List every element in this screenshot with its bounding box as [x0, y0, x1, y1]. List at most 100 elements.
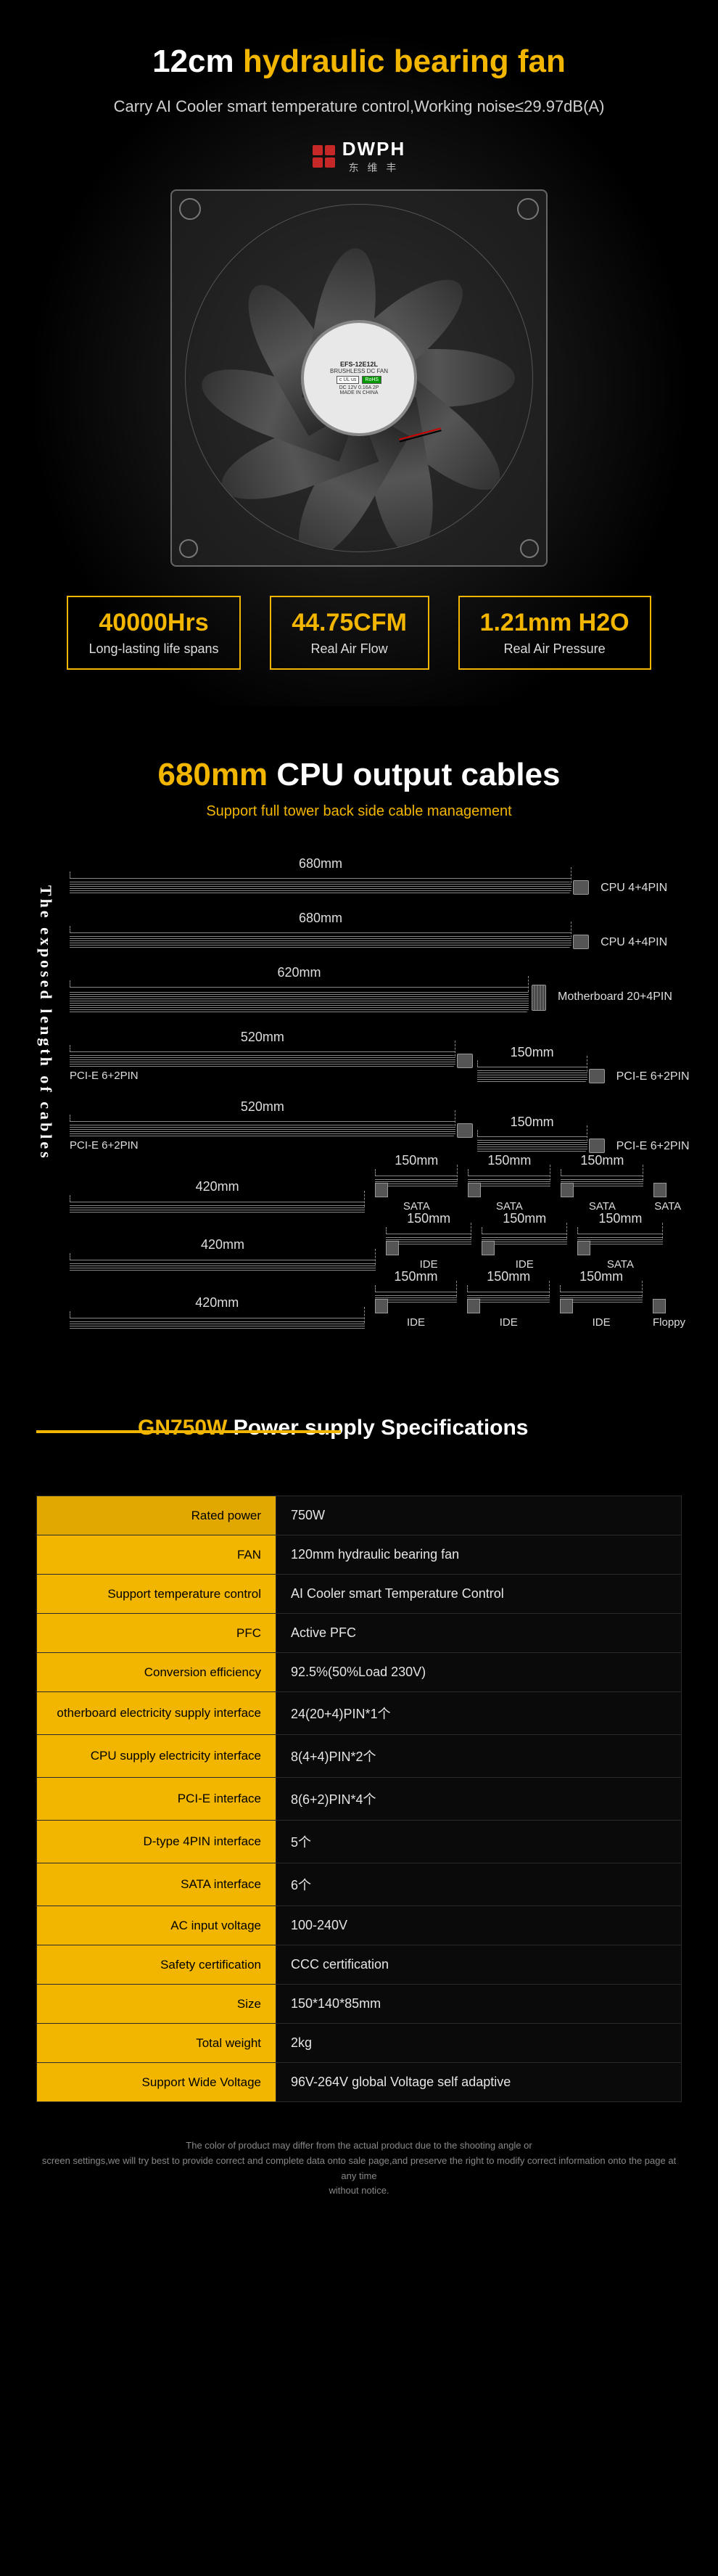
spec-key: Total weight: [37, 2024, 276, 2063]
cable-row: 420mm 150mm IDE 150mm IDE 150mm SATA: [70, 1227, 682, 1271]
spec-value: 96V-264V global Voltage self adaptive: [276, 2063, 682, 2102]
connector-icon: [386, 1241, 399, 1255]
disclaimer: The color of product may differ from the…: [36, 2138, 682, 2199]
spec-row: FAN120mm hydraulic bearing fan: [37, 1535, 682, 1575]
spec-key: Size: [37, 1985, 276, 2024]
connector-icon: [589, 1069, 605, 1083]
connector-icon: [560, 1299, 573, 1313]
spec-row: Safety certificationCCC certification: [37, 1945, 682, 1985]
fan-hub-label: EFS-12E12L BRUSHLESS DC FAN c UL us RoHS…: [301, 320, 417, 436]
spec-key: AC input voltage: [37, 1906, 276, 1945]
stat-value: 44.75CFM: [292, 609, 408, 637]
spec-key: SATA interface: [37, 1863, 276, 1906]
stat-label: Real Air Pressure: [480, 641, 630, 657]
spec-row: AC input voltage100-240V: [37, 1906, 682, 1945]
logo-cn: 东 维 丰: [342, 160, 405, 175]
spec-table: Rated power750WFAN120mm hydraulic bearin…: [36, 1496, 682, 2102]
connector-icon: [653, 1299, 666, 1313]
cable-length: 680mm: [70, 911, 571, 926]
spec-row: Support Wide Voltage96V-264V global Volt…: [37, 2063, 682, 2102]
spec-row: D-type 4PIN interface5个: [37, 1821, 682, 1863]
connector-icon: [468, 1183, 481, 1197]
spec-row: otherboard electricity supply interface2…: [37, 1692, 682, 1735]
fan-subtitle: Carry AI Cooler smart temperature contro…: [29, 97, 689, 116]
title-product: hydraulic bearing fan: [243, 44, 566, 79]
connector-label: CPU 4+4PIN: [601, 936, 667, 949]
spec-key: PFC: [37, 1614, 276, 1653]
cable-length: 620mm: [70, 965, 529, 980]
stat-box: 1.21mm H2O Real Air Pressure: [458, 596, 651, 670]
connector-icon: [573, 935, 589, 949]
spec-row: Total weight2kg: [37, 2024, 682, 2063]
connector-icon: [457, 1123, 473, 1138]
spec-value: 100-240V: [276, 1906, 682, 1945]
connector-icon: [457, 1054, 473, 1068]
spec-row: Conversion efficiency92.5%(50%Load 230V): [37, 1653, 682, 1692]
connector-icon: [467, 1299, 480, 1313]
stat-value: 40000Hrs: [88, 609, 218, 637]
stat-label: Long-lasting life spans: [88, 641, 218, 657]
cable-row: 420mm 150mm SATA 150mm SATA 150mm SATA S…: [70, 1169, 682, 1213]
title-size: 12cm: [152, 44, 234, 79]
cable-length: 680mm: [70, 856, 571, 871]
spec-value: CCC certification: [276, 1945, 682, 1985]
spec-value: 750W: [276, 1496, 682, 1535]
spec-value: AI Cooler smart Temperature Control: [276, 1575, 682, 1614]
spec-value: 120mm hydraulic bearing fan: [276, 1535, 682, 1575]
spec-value: 5个: [276, 1821, 682, 1863]
cable-row: 520mm PCI-E 6+2PIN 150mm PCI-E 6+2PIN: [70, 1030, 682, 1082]
spec-key: D-type 4PIN interface: [37, 1821, 276, 1863]
spec-key: Support temperature control: [37, 1575, 276, 1614]
spec-value: 8(4+4)PIN*2个: [276, 1735, 682, 1778]
logo-mark-icon: [313, 145, 335, 168]
spec-key: PCI-E interface: [37, 1778, 276, 1821]
spec-row: Rated power750W: [37, 1496, 682, 1535]
connector-icon: [577, 1241, 590, 1255]
connector-icon: [375, 1183, 388, 1197]
spec-heading: GN750W Power supply Specifications: [36, 1416, 682, 1445]
spec-key: FAN: [37, 1535, 276, 1575]
spec-value: 8(6+2)PIN*4个: [276, 1778, 682, 1821]
cable-row: 620mm Motherboard 20+4PIN: [70, 965, 682, 1012]
cable-row: 520mm PCI-E 6+2PIN 150mm PCI-E 6+2PIN: [70, 1099, 682, 1152]
spec-row: SATA interface6个: [37, 1863, 682, 1906]
spec-key: Rated power: [37, 1496, 276, 1535]
cable-subtitle: Support full tower back side cable manag…: [36, 803, 682, 820]
spec-section: GN750W Power supply Specifications Rated…: [0, 1387, 718, 2242]
spec-value: Active PFC: [276, 1614, 682, 1653]
cable-row: 680mm CPU 4+4PIN: [70, 856, 682, 893]
spec-row: PCI-E interface8(6+2)PIN*4个: [37, 1778, 682, 1821]
brand-logo: DWPH 东 维 丰: [313, 138, 405, 175]
fan-illustration: EFS-12E12L BRUSHLESS DC FAN c UL us RoHS…: [170, 189, 548, 567]
spec-value: 150*140*85mm: [276, 1985, 682, 2024]
connector-icon: [482, 1241, 495, 1255]
spec-key: Safety certification: [37, 1945, 276, 1985]
spec-key: Conversion efficiency: [37, 1653, 276, 1692]
spec-row: CPU supply electricity interface8(4+4)PI…: [37, 1735, 682, 1778]
connector-icon: [561, 1183, 574, 1197]
spec-row: Support temperature controlAI Cooler sma…: [37, 1575, 682, 1614]
connector-label: Motherboard 20+4PIN: [558, 990, 672, 1004]
connector-icon: [653, 1183, 667, 1197]
fan-stats-row: 40000Hrs Long-lasting life spans 44.75CFM R…: [29, 596, 689, 670]
logo-text: DWPH: [342, 138, 405, 160]
cable-row: 680mm CPU 4+4PIN: [70, 911, 682, 948]
connector-label: CPU 4+4PIN: [601, 882, 667, 895]
spec-row: Size150*140*85mm: [37, 1985, 682, 2024]
stat-value: 1.21mm H2O: [480, 609, 630, 637]
connector-icon: [589, 1139, 605, 1153]
stat-box: 40000Hrs Long-lasting life spans: [67, 596, 240, 670]
fan-section: 12cm hydraulic bearing fan Carry AI Cool…: [0, 0, 718, 706]
spec-key: otherboard electricity supply interface: [37, 1692, 276, 1735]
cable-title: 680mm CPU output cables: [36, 757, 682, 793]
spec-value: 24(20+4)PIN*1个: [276, 1692, 682, 1735]
cable-section: 680mm CPU output cables Support full tow…: [0, 706, 718, 1387]
fan-title: 12cm hydraulic bearing fan: [29, 44, 689, 80]
exposed-length-label: The exposed length of cables: [36, 856, 55, 1343]
spec-value: 92.5%(50%Load 230V): [276, 1653, 682, 1692]
connector-icon: [375, 1299, 388, 1313]
stat-label: Real Air Flow: [292, 641, 408, 657]
connector-icon: [573, 880, 589, 895]
cable-row: 420mm 150mm IDE 150mm IDE 150mm IDE Flop…: [70, 1285, 682, 1329]
connector-icon: [532, 985, 546, 1011]
